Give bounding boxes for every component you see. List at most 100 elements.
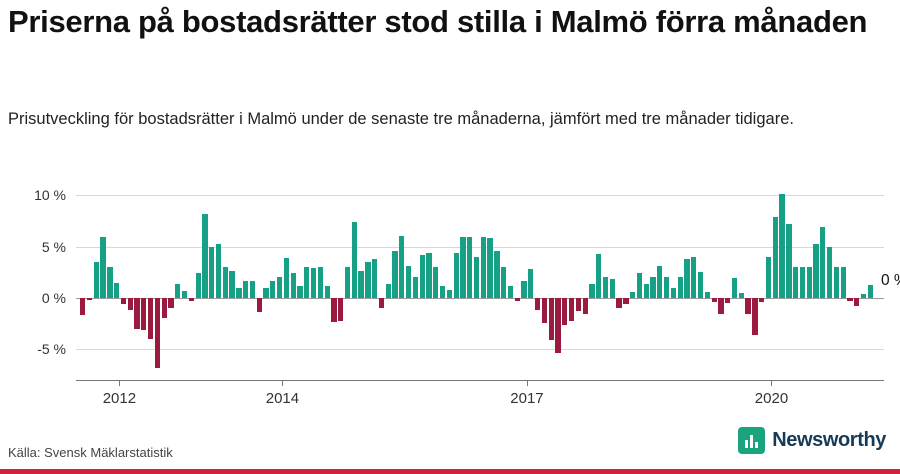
bar — [514, 297, 520, 301]
bar — [433, 267, 439, 298]
bar — [650, 277, 656, 298]
bar — [317, 267, 323, 298]
bar — [521, 281, 527, 298]
newsworthy-logo: Newsworthy — [738, 427, 886, 454]
bar — [80, 297, 86, 316]
bar — [731, 278, 738, 298]
chart-subtitle: Prisutveckling för bostadsrätter i Malmö… — [8, 110, 794, 128]
bar — [331, 297, 337, 322]
bar — [691, 256, 697, 298]
x-tick-label: 2012 — [102, 390, 137, 407]
bar — [480, 237, 486, 298]
bar — [141, 297, 147, 330]
bar — [446, 289, 452, 298]
bar — [202, 213, 208, 298]
bar — [453, 252, 459, 298]
bar — [168, 297, 174, 309]
bar — [806, 267, 812, 298]
bar — [249, 281, 256, 298]
x-tick-label: 2020 — [754, 390, 789, 407]
bar — [378, 297, 385, 309]
gridline-10 — [76, 195, 884, 197]
bar — [670, 287, 677, 298]
bar — [114, 282, 120, 298]
x-tick-label: 2017 — [510, 390, 544, 407]
bar — [324, 285, 330, 298]
y-tick-label: 0 % — [41, 289, 66, 306]
bar — [372, 258, 378, 298]
bar — [602, 277, 609, 298]
bar — [107, 267, 113, 298]
bar — [467, 237, 473, 298]
bar — [297, 285, 303, 298]
bar — [100, 237, 106, 298]
bar — [711, 297, 717, 303]
bar — [127, 297, 133, 311]
bar — [412, 277, 419, 298]
bar — [854, 297, 860, 307]
x-tick-label: 2014 — [265, 390, 300, 407]
bar — [460, 237, 466, 298]
bar — [813, 244, 819, 298]
bar — [175, 283, 181, 298]
chart: -5 %0 %5 %10 % 20122014201720202022 0 % — [0, 187, 900, 407]
bar — [772, 216, 778, 298]
bar — [358, 271, 364, 298]
bar — [263, 287, 269, 298]
bar — [643, 283, 649, 298]
bar — [759, 297, 765, 303]
bar — [534, 297, 541, 311]
x-tick — [282, 380, 284, 386]
bar — [256, 297, 262, 313]
bar — [501, 267, 507, 298]
bar — [487, 238, 493, 298]
bar — [779, 194, 785, 298]
bar — [589, 283, 595, 298]
bar — [392, 250, 398, 298]
bar — [365, 261, 371, 298]
zero-annotation: 0 % — [881, 271, 900, 289]
bar — [283, 257, 290, 298]
bar — [399, 236, 405, 298]
bar — [507, 285, 514, 298]
bar — [745, 297, 751, 315]
bar — [276, 277, 283, 298]
bar — [860, 293, 867, 298]
page-title: Priserna på bostadsrätter stod stilla i … — [8, 4, 868, 39]
bar — [562, 297, 568, 325]
bar — [181, 290, 188, 298]
bar — [752, 297, 758, 335]
logo-text: Newsworthy — [772, 429, 886, 451]
bar — [555, 297, 561, 354]
gridline-0 — [76, 297, 884, 299]
bar — [439, 285, 446, 298]
bar — [623, 297, 629, 305]
bar — [290, 273, 296, 298]
bar — [630, 291, 636, 298]
bar — [786, 223, 792, 298]
source-note: Källa: Svensk Mäklarstatistik — [8, 445, 173, 460]
bar — [494, 250, 500, 298]
bar — [270, 281, 276, 298]
gridline--5 — [76, 349, 884, 351]
bar — [548, 297, 554, 341]
bar — [568, 297, 575, 321]
x-tick — [119, 380, 121, 386]
brand-bar — [0, 469, 900, 474]
bar — [195, 273, 201, 298]
bar — [473, 256, 480, 298]
bar — [636, 273, 643, 298]
bar — [582, 297, 588, 315]
bar — [793, 267, 799, 298]
bar — [799, 267, 806, 298]
bar — [765, 256, 772, 298]
bar — [596, 253, 602, 298]
bar — [528, 269, 534, 298]
bar — [738, 292, 744, 298]
bar — [725, 297, 731, 304]
gridline-5 — [76, 246, 884, 248]
bar — [154, 297, 161, 368]
bar — [718, 297, 724, 315]
bar — [215, 244, 222, 298]
bar — [310, 268, 317, 298]
